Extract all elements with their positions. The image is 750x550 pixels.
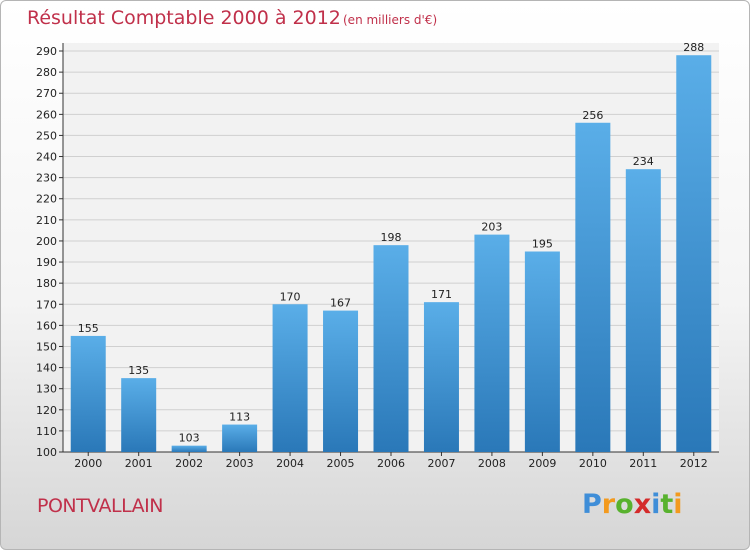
bar-2004 [272,304,308,452]
x-tick-label-2003: 2003 [226,457,254,470]
value-label-2002: 103 [179,432,200,445]
bar-2000 [70,335,106,452]
x-tick-label-2001: 2001 [125,457,153,470]
value-label-2008: 203 [481,221,502,234]
y-tick-label: 100 [36,446,57,459]
bar-2011 [625,169,661,453]
bar-2012 [676,55,712,452]
bar-2001 [121,378,157,452]
value-label-2004: 170 [280,290,301,303]
value-label-2010: 256 [582,109,603,122]
value-label-2000: 155 [78,322,99,335]
y-tick-label: 140 [36,362,57,375]
value-label-2009: 195 [532,238,553,251]
y-tick-label: 240 [36,151,57,164]
value-label-2006: 198 [381,231,402,244]
y-tick-label: 150 [36,340,57,353]
x-tick-label-2000: 2000 [74,457,102,470]
chart-title: Résultat Comptable 2000 à 2012 [27,7,341,29]
y-tick-label: 110 [36,425,57,438]
y-tick-label: 220 [36,193,57,206]
x-tick-label-2008: 2008 [478,457,506,470]
x-tick-label-2011: 2011 [629,457,657,470]
x-tick-label-2009: 2009 [528,457,556,470]
value-label-2005: 167 [330,297,351,310]
bar-2007 [423,302,459,452]
x-tick-label-2005: 2005 [327,457,355,470]
x-tick-label-2002: 2002 [175,457,203,470]
y-tick-label: 130 [36,383,57,396]
x-tick-label-2010: 2010 [579,457,607,470]
value-label-2012: 288 [683,41,704,54]
bar-2006 [373,245,409,452]
place-name: PONTVALLAIN [37,495,163,517]
chart-subtitle: (en milliers d'€) [343,13,438,27]
y-tick-label: 270 [36,87,57,100]
y-tick-label: 230 [36,172,57,185]
value-label-2007: 171 [431,288,452,301]
x-tick-label-2006: 2006 [377,457,405,470]
x-tick-label-2004: 2004 [276,457,304,470]
bar-2008 [474,234,510,452]
bar-2002 [171,445,207,452]
y-tick-label: 200 [36,235,57,248]
x-tick-label-2007: 2007 [427,457,455,470]
bar-2009 [524,251,560,452]
y-tick-label: 260 [36,108,57,121]
x-tick-label-2012: 2012 [680,457,708,470]
proxiti-logo: Proxiti [582,489,683,520]
y-tick-label: 210 [36,214,57,227]
y-tick-label: 290 [36,45,57,58]
bar-2010 [575,122,611,452]
y-tick-label: 170 [36,298,57,311]
y-tick-label: 180 [36,277,57,290]
y-tick-label: 190 [36,256,57,269]
value-label-2001: 135 [128,364,149,377]
y-tick-label: 280 [36,66,57,79]
bar-2003 [222,424,258,452]
y-tick-label: 160 [36,319,57,332]
value-label-2011: 234 [633,155,654,168]
y-tick-label: 120 [36,404,57,417]
y-tick-label: 250 [36,129,57,142]
bar-2005 [323,310,359,452]
value-label-2003: 113 [229,411,250,424]
